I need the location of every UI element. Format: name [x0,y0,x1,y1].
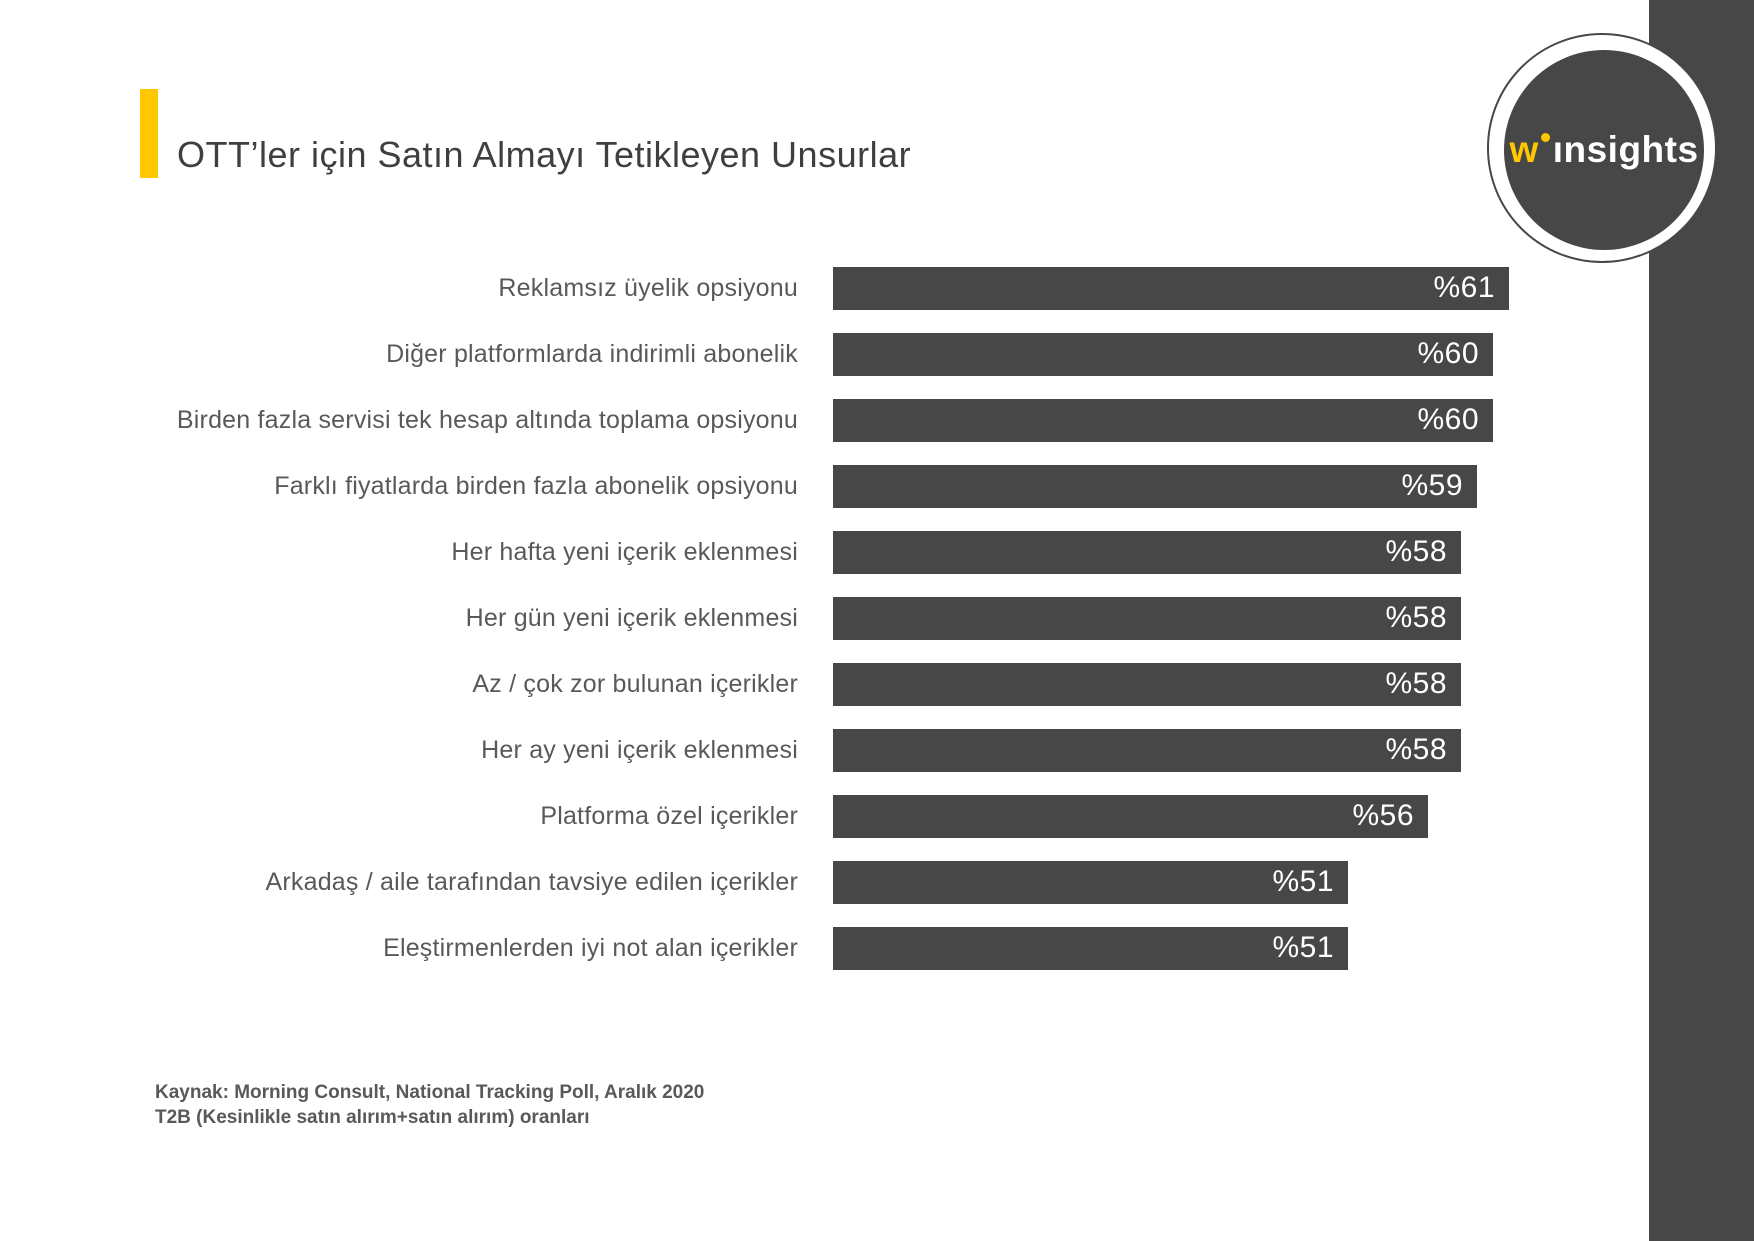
bar-track: %58 [833,728,1525,772]
bar-value: %59 [1401,469,1463,502]
bar-label: Farklı fiyatlarda birden fazla abonelik … [274,471,798,500]
bar: %58 [833,596,1461,640]
bar-track: %56 [833,794,1525,838]
logo-rest: ınsights [1552,129,1699,170]
bar-track: %58 [833,662,1525,706]
bar-track: %51 [833,926,1525,970]
bar-track: %51 [833,860,1525,904]
bar-track: %60 [833,332,1525,376]
bar-track: %59 [833,464,1525,508]
bar: %58 [833,662,1461,706]
bar: %60 [833,398,1493,442]
bar-label: Eleştirmenlerden iyi not alan içerikler [383,933,798,962]
bar-value: %60 [1417,403,1479,436]
bar-value: %58 [1385,601,1447,634]
chart-row: Eleştirmenlerden iyi not alan içerikler%… [110,915,1630,981]
chart-row: Arkadaş / aile tarafından tavsiye edilen… [110,849,1630,915]
chart-row: Diğer platformlarda indirimli abonelik %6… [110,321,1630,387]
bar: %59 [833,464,1477,508]
logo-text: w ınsights [1509,129,1698,171]
bar-track: %61 [833,266,1525,310]
bar-label: Her ay yeni içerik eklenmesi [481,735,798,764]
bar-label: Her hafta yeni içerik eklenmesi [451,537,798,566]
bar-value: %58 [1385,667,1447,700]
chart-row: Her gün yeni içerik eklenmesi %58 [110,585,1630,651]
source-line-2: T2B (Kesinlikle satın alırım+satın alırı… [155,1107,590,1128]
bar-label: Reklamsız üyelik opsiyonu [498,273,798,302]
bar: %60 [833,332,1493,376]
chart-row: Az / çok zor bulunan içerikler %58 [110,651,1630,717]
bar-track: %58 [833,530,1525,574]
chart-row: Her ay yeni içerik eklenmesi %58 [110,717,1630,783]
bar-value: %58 [1385,535,1447,568]
bar-track: %58 [833,596,1525,640]
bar: %51 [833,926,1348,970]
bar: %61 [833,266,1509,310]
bar-value: %51 [1272,931,1334,964]
logo-w: w [1509,129,1539,170]
title-accent-bar [140,89,158,178]
logo-dot-icon [1540,133,1550,142]
chart-row: Birden fazla servisi tek hesap altında t… [110,387,1630,453]
source-line-1: Kaynak: Morning Consult, National Tracki… [155,1082,705,1103]
bar-value: %51 [1272,865,1334,898]
chart-row: Reklamsız üyelik opsiyonu %61 [110,255,1630,321]
bar-label: Birden fazla servisi tek hesap altında t… [176,405,798,434]
bar: %58 [833,530,1461,574]
page-title: OTT’ler için Satın Almayı Tetikleyen Uns… [177,134,912,176]
chart-row: Her hafta yeni içerik eklenmesi %58 [110,519,1630,585]
bar-value: %60 [1417,337,1479,370]
bar-chart: Reklamsız üyelik opsiyonu %61 Diğer platfo… [110,255,1630,981]
bar-label: Arkadaş / aile tarafından tavsiye edilen… [265,867,798,896]
bar: %56 [833,794,1428,838]
logo-circle: w ınsights [1504,50,1704,250]
bar-value: %56 [1352,799,1414,832]
bar-track: %60 [833,398,1525,442]
bar-label: Her gün yeni içerik eklenmesi [465,603,798,632]
bar: %58 [833,728,1461,772]
bar-label: Az / çok zor bulunan içerikler [472,669,798,698]
bar-value: %58 [1385,733,1447,766]
bar: %51 [833,860,1348,904]
chart-row: Platforma özel içerikler %56 [110,783,1630,849]
chart-row: Farklı fiyatlarda birden fazla abonelik … [110,453,1630,519]
bar-label: Platforma özel içerikler [540,801,798,830]
source-note: Kaynak: Morning Consult, National Tracki… [155,1080,704,1130]
bar-label: Diğer platformlarda indirimli abonelik [386,339,798,368]
chart-rows: Reklamsız üyelik opsiyonu %61 Diğer platfo… [110,255,1630,981]
bar-value: %61 [1433,271,1495,304]
